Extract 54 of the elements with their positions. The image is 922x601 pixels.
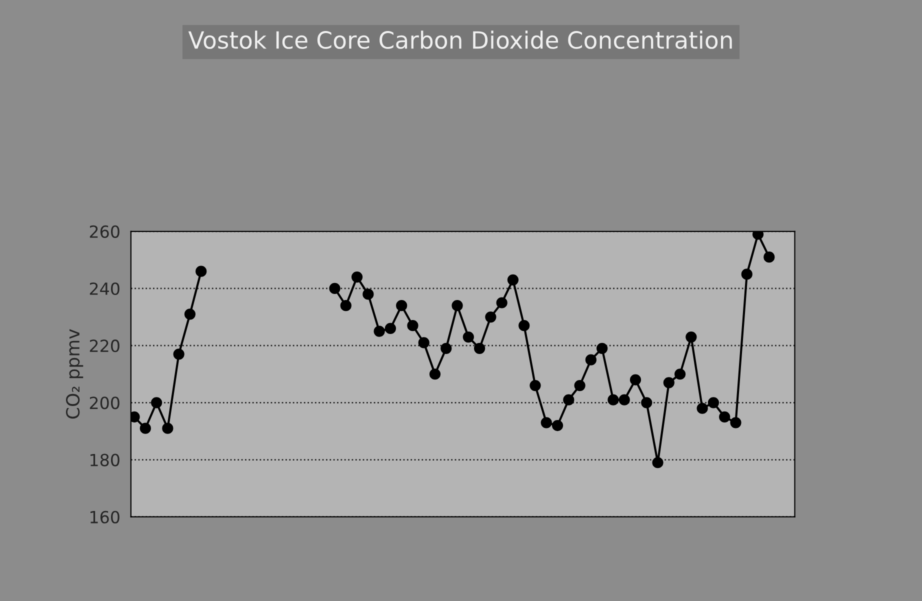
y-tick-label: 160	[90, 510, 120, 524]
point	[173, 348, 184, 360]
point	[452, 300, 463, 312]
point	[741, 268, 752, 280]
y-tick-label: 180	[90, 454, 120, 466]
point	[340, 300, 352, 312]
point	[663, 377, 674, 388]
point	[440, 342, 452, 354]
point	[407, 320, 418, 332]
y-tick-label: 260	[90, 225, 120, 238]
point	[719, 411, 730, 422]
y-axis-title: CO₂ ppmv	[66, 329, 84, 419]
point	[474, 342, 486, 354]
point	[630, 374, 642, 386]
point	[496, 297, 508, 308]
point	[150, 397, 162, 408]
y-tick-label: 240	[90, 282, 120, 296]
point	[140, 422, 151, 434]
y-tick-label: 200	[90, 396, 120, 410]
point	[696, 402, 708, 414]
chart-title: Vostok Ice Core Carbon Dioxide Concentration	[188, 30, 732, 49]
point	[374, 326, 385, 337]
point	[429, 368, 441, 380]
point	[585, 354, 596, 366]
point	[708, 397, 720, 408]
point	[384, 322, 396, 334]
point	[674, 368, 686, 380]
point	[618, 394, 630, 406]
point	[507, 274, 519, 286]
point	[596, 342, 608, 354]
point	[608, 394, 619, 406]
point	[764, 252, 775, 263]
point	[540, 417, 552, 428]
point	[329, 282, 340, 294]
y-tick-label: 220	[90, 340, 120, 352]
point	[396, 300, 408, 312]
point	[686, 331, 697, 343]
point	[730, 417, 742, 428]
point	[752, 231, 764, 240]
point	[351, 272, 363, 283]
point	[641, 397, 652, 408]
point	[162, 422, 174, 434]
point	[574, 380, 586, 392]
point	[530, 380, 541, 392]
point	[362, 288, 374, 300]
point	[485, 311, 496, 323]
point	[184, 308, 196, 320]
point	[196, 266, 207, 277]
point	[418, 337, 430, 348]
point	[652, 457, 664, 468]
point	[552, 420, 564, 432]
point	[563, 394, 574, 406]
point	[462, 331, 474, 343]
point	[518, 320, 530, 332]
